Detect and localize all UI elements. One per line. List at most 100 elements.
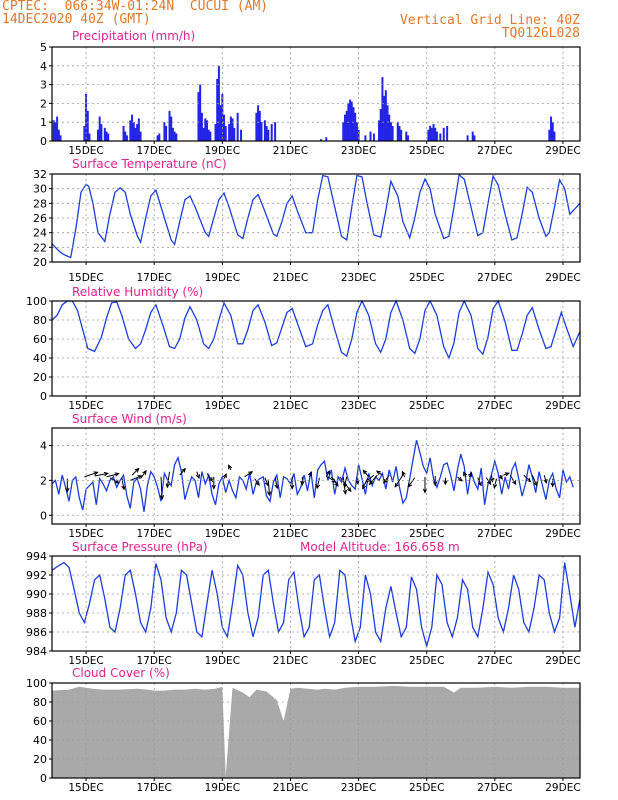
x-tick-label-1-1: 17DEC xyxy=(136,272,171,284)
wind-arrowhead-45 xyxy=(457,476,463,482)
x-tick-label-0-2: 19DEC xyxy=(205,145,240,157)
precip-bar-54 xyxy=(240,129,243,141)
wind-arrowhead-28 xyxy=(334,481,339,487)
wind-arrow-9 xyxy=(160,476,163,499)
panel-title-5: Cloud Cover (%) xyxy=(72,666,170,680)
wind-arrowhead-18 xyxy=(255,481,260,487)
wind-arrowhead-44 xyxy=(443,480,448,486)
precip-bar-107 xyxy=(551,122,554,141)
x-tick-label-1-2: 19DEC xyxy=(205,272,240,284)
precip-bar-21 xyxy=(134,127,137,141)
y-tick-label-4-2: 988 xyxy=(26,607,47,620)
x-tick-label-0-7: 29DEC xyxy=(545,145,580,157)
precip-bar-31 xyxy=(171,127,174,141)
precip-bar-78 xyxy=(372,133,375,141)
wind-arrow-8 xyxy=(140,470,147,479)
y-tick-label-2-2: 40 xyxy=(33,352,47,365)
precip-bar-39 xyxy=(205,120,208,141)
precip-bar-79 xyxy=(378,120,381,141)
precip-bar-48 xyxy=(224,125,227,141)
precip-bar-70 xyxy=(349,99,352,141)
wind-arrow-18 xyxy=(254,478,260,486)
wind-arrow-20 xyxy=(267,479,270,496)
wind-arrowhead-37 xyxy=(375,470,381,475)
y-tick-label-0-5: 5 xyxy=(40,41,47,54)
precip-bar-10 xyxy=(98,116,101,141)
y-tick-label-0-2: 2 xyxy=(40,97,47,110)
x-tick-label-1-6: 27DEC xyxy=(477,272,512,284)
precip-bar-89 xyxy=(398,125,401,141)
panel-frame-5 xyxy=(51,682,581,779)
wind-arrow-21 xyxy=(274,477,278,489)
precip-bar-101 xyxy=(446,125,449,141)
header-model: TQ0126L028 xyxy=(501,26,580,41)
panel-frame-3 xyxy=(51,427,581,525)
wind-arrowhead-49 xyxy=(487,480,492,486)
wind-arrowhead-47 xyxy=(467,471,473,478)
precip-bar-22 xyxy=(136,124,139,141)
precip-bar-34 xyxy=(197,92,200,141)
wind-arrow-54 xyxy=(509,474,517,485)
wind-arrowhead-5 xyxy=(121,485,126,491)
precip-bar-103 xyxy=(471,131,474,141)
wind-arrowhead-21 xyxy=(274,484,279,490)
x-tick-label-5-1: 17DEC xyxy=(136,782,171,794)
wind-arrow-39 xyxy=(394,474,404,488)
precip-bar-17 xyxy=(125,135,128,141)
wind-arrowhead-50 xyxy=(489,477,495,483)
precip-bar-23 xyxy=(137,118,140,141)
wind-arrow-1 xyxy=(84,471,98,478)
precip-bar-8 xyxy=(88,133,91,141)
wind-arrowhead-15 xyxy=(222,473,227,479)
wind-arrow-6 xyxy=(130,475,142,481)
precip-bar-9 xyxy=(96,129,99,141)
precip-bar-13 xyxy=(105,131,108,141)
precip-bar-77 xyxy=(369,131,372,141)
precip-bar-81 xyxy=(381,77,384,141)
panel-frame-4 xyxy=(51,555,581,652)
wind-arrow-28 xyxy=(330,476,339,487)
x-tick-label-0-6: 27DEC xyxy=(477,145,512,157)
precip-bar-91 xyxy=(405,131,408,141)
precip-bar-52 xyxy=(233,127,236,141)
panel-title-2: Relative Humidity (%) xyxy=(72,285,203,299)
wind-arrowhead-13 xyxy=(208,477,214,483)
wind-arrow-19 xyxy=(264,477,269,486)
precip-bar-11 xyxy=(100,124,103,141)
precip-bar-50 xyxy=(229,116,232,141)
y-tick-label-5-4: 80 xyxy=(33,696,47,709)
wind-arrowhead-32 xyxy=(355,480,360,486)
wind-arrowhead-36 xyxy=(368,480,374,486)
series-line-1 xyxy=(51,173,581,259)
x-tick-label-4-2: 19DEC xyxy=(205,655,240,667)
precip-bar-99 xyxy=(439,133,442,141)
wind-arrowhead-41 xyxy=(407,482,412,488)
precip-bar-59 xyxy=(263,120,266,141)
x-tick-label-5-7: 29DEC xyxy=(545,782,580,794)
x-tick-label-4-0: 15DEC xyxy=(68,655,103,667)
y-tick-label-4-0: 984 xyxy=(26,645,47,658)
wind-arrowhead-9 xyxy=(159,495,165,501)
x-tick-label-3-7: 29DEC xyxy=(545,528,580,540)
y-tick-label-5-2: 40 xyxy=(33,734,47,747)
wind-arrowhead-34 xyxy=(362,469,368,475)
wind-arrowhead-56 xyxy=(533,481,538,487)
wind-arrowhead-52 xyxy=(498,474,503,481)
wind-arrowhead-43 xyxy=(433,481,438,487)
precip-bar-14 xyxy=(107,133,110,141)
wind-arrowhead-7 xyxy=(134,467,140,473)
precip-bar-80 xyxy=(379,109,382,141)
wind-arrowhead-11 xyxy=(181,467,186,473)
header-grid-info: Vertical Grid Line: 40Z xyxy=(399,13,580,28)
wind-arrowhead-51 xyxy=(493,483,498,489)
x-tick-label-3-6: 27DEC xyxy=(477,528,512,540)
precip-bar-94 xyxy=(429,125,432,141)
precip-bar-51 xyxy=(231,118,234,141)
precip-bar-76 xyxy=(364,135,367,141)
header-station: CPTEC: 066:34W-01:24N CUCUI (AM) xyxy=(2,0,269,14)
y-tick-label-4-4: 992 xyxy=(26,569,47,582)
wind-arrowhead-24 xyxy=(307,471,312,477)
header-date: 14DEC2020 40Z (GMT) xyxy=(2,12,151,27)
x-tick-label-3-0: 15DEC xyxy=(68,528,103,540)
